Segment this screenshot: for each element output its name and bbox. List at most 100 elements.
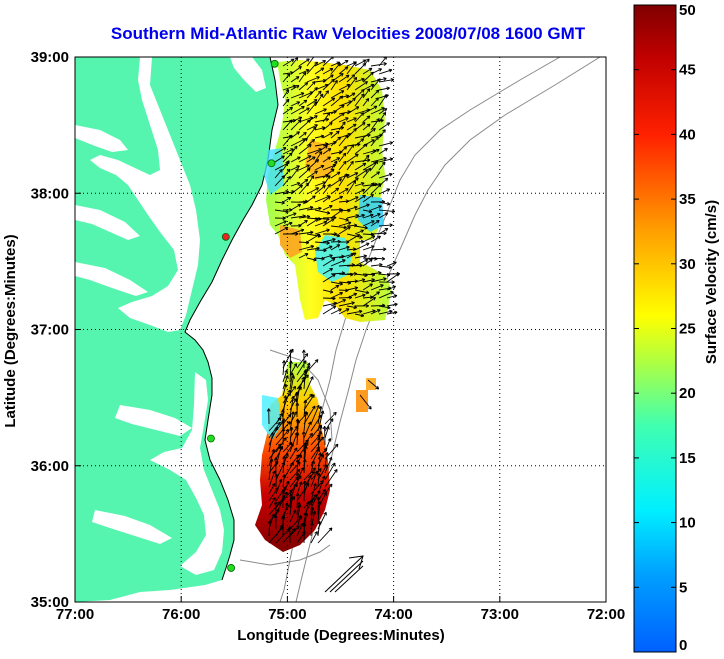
velocity-vector-head (333, 160, 338, 163)
velocity-vector (330, 255, 345, 259)
velocity-vector (290, 138, 306, 147)
albemarle-sound (115, 405, 192, 436)
velocity-vector-head (353, 223, 358, 226)
velocity-vector (346, 234, 360, 243)
velocity-vector-head (300, 228, 304, 231)
velocity-vector (322, 168, 335, 179)
velocity-vector (290, 76, 300, 83)
velocity-vector (296, 531, 306, 544)
velocity-vector (296, 493, 299, 509)
velocity-vector-head (351, 74, 355, 76)
velocity-vector (354, 62, 367, 75)
velocity-vector (290, 116, 302, 123)
velocity-vector (296, 481, 302, 495)
velocity-vector-head (342, 152, 346, 155)
velocity-vector (314, 181, 326, 187)
velocity-vector (338, 174, 350, 179)
velocity-vector (274, 175, 285, 187)
velocity-vector-head (271, 449, 275, 452)
velocity-vector-head (331, 78, 335, 81)
colorbar-tick-label: 15 (679, 450, 696, 467)
velocity-vector (282, 85, 296, 91)
velocity-vector (317, 464, 328, 481)
velocity-vector-head (366, 58, 370, 61)
velocity-vector-head (369, 209, 373, 213)
velocity-vector (282, 348, 294, 369)
velocity-vector (268, 483, 276, 495)
velocity-vector (330, 209, 344, 219)
velocity-vector (346, 196, 359, 203)
velocity-vector (296, 353, 309, 369)
velocity-vector (322, 78, 335, 91)
velocity-vector-head (290, 411, 294, 415)
velocity-vector (298, 99, 308, 107)
velocity-vector-head (291, 395, 294, 399)
velocity-vector-head (274, 473, 277, 477)
velocity-vector (370, 257, 385, 260)
velocity-vector (306, 217, 322, 220)
velocity-vector-head (280, 409, 284, 413)
velocity-vector (370, 205, 382, 211)
velocity-vector-head (303, 411, 307, 415)
velocity-vector (362, 150, 376, 155)
velocity-vector-head (352, 180, 356, 183)
velocity-vector-head (300, 467, 304, 470)
colorbar-tick-label: 45 (679, 62, 696, 79)
velocity-vector (322, 245, 333, 251)
velocity-vector-head (384, 177, 388, 180)
velocity-vector (310, 483, 317, 502)
velocity-vector-head (353, 61, 357, 64)
velocity-vector-head (304, 512, 308, 516)
velocity-vector-head (322, 489, 326, 492)
velocity-vector-head (325, 117, 329, 120)
velocity-vector (296, 472, 299, 488)
velocity-vector (324, 469, 338, 488)
velocity-vector (370, 89, 380, 99)
velocity-vector-head (366, 158, 371, 161)
grid-lines (75, 57, 606, 602)
velocity-vector-head (364, 225, 368, 229)
velocity-vector (378, 287, 392, 291)
velocity-vector (362, 128, 376, 139)
velocity-vector (298, 215, 311, 219)
velocity-vector (274, 147, 287, 155)
velocity-vector (330, 292, 343, 299)
velocity-vector (289, 476, 299, 488)
velocity-vector (298, 253, 309, 259)
velocity-vector (296, 504, 301, 523)
velocity-vector (310, 436, 324, 453)
velocity-vector-head (294, 425, 298, 428)
velocity-vector (310, 446, 320, 460)
radar-station-marker (207, 434, 215, 443)
velocity-vector-head (341, 271, 346, 274)
velocity-vector-head (343, 225, 347, 229)
colorbar-label: Surface Velocity (cm/s) (703, 200, 720, 364)
velocity-vector (322, 218, 335, 227)
velocity-vector-head (343, 173, 348, 176)
velocity-vector (354, 78, 365, 83)
velocity-vector (354, 138, 364, 147)
velocity-vector (322, 268, 333, 275)
velocity-patch-offshore (366, 378, 376, 390)
velocity-vector (314, 108, 327, 115)
velocity-vector (290, 184, 303, 195)
velocity-vector (290, 101, 300, 107)
velocity-vector (346, 252, 357, 259)
velocity-vector (354, 242, 370, 251)
velocity-vector-head (393, 310, 398, 313)
velocity-vector (378, 212, 389, 219)
velocity-vector (296, 483, 310, 502)
velocity-vector (378, 141, 393, 147)
velocity-vector (378, 122, 390, 131)
velocity-vector-head (311, 81, 316, 83)
velocity-vector (290, 66, 302, 75)
velocity-vector-head (354, 286, 358, 288)
velocity-vector-head (350, 160, 354, 164)
velocity-vector-head (345, 199, 349, 202)
velocity-vector (282, 107, 293, 115)
velocity-vector (298, 72, 307, 83)
velocity-vector (303, 399, 307, 418)
velocity-vector-head (316, 472, 320, 477)
velocity-vector (362, 194, 374, 203)
velocity-vector (275, 486, 287, 502)
